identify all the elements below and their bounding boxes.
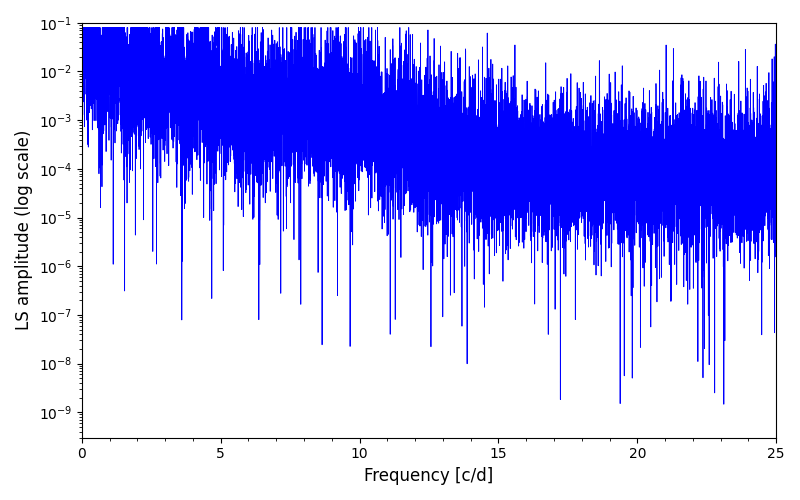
X-axis label: Frequency [c/d]: Frequency [c/d] bbox=[364, 467, 494, 485]
Y-axis label: LS amplitude (log scale): LS amplitude (log scale) bbox=[15, 130, 33, 330]
